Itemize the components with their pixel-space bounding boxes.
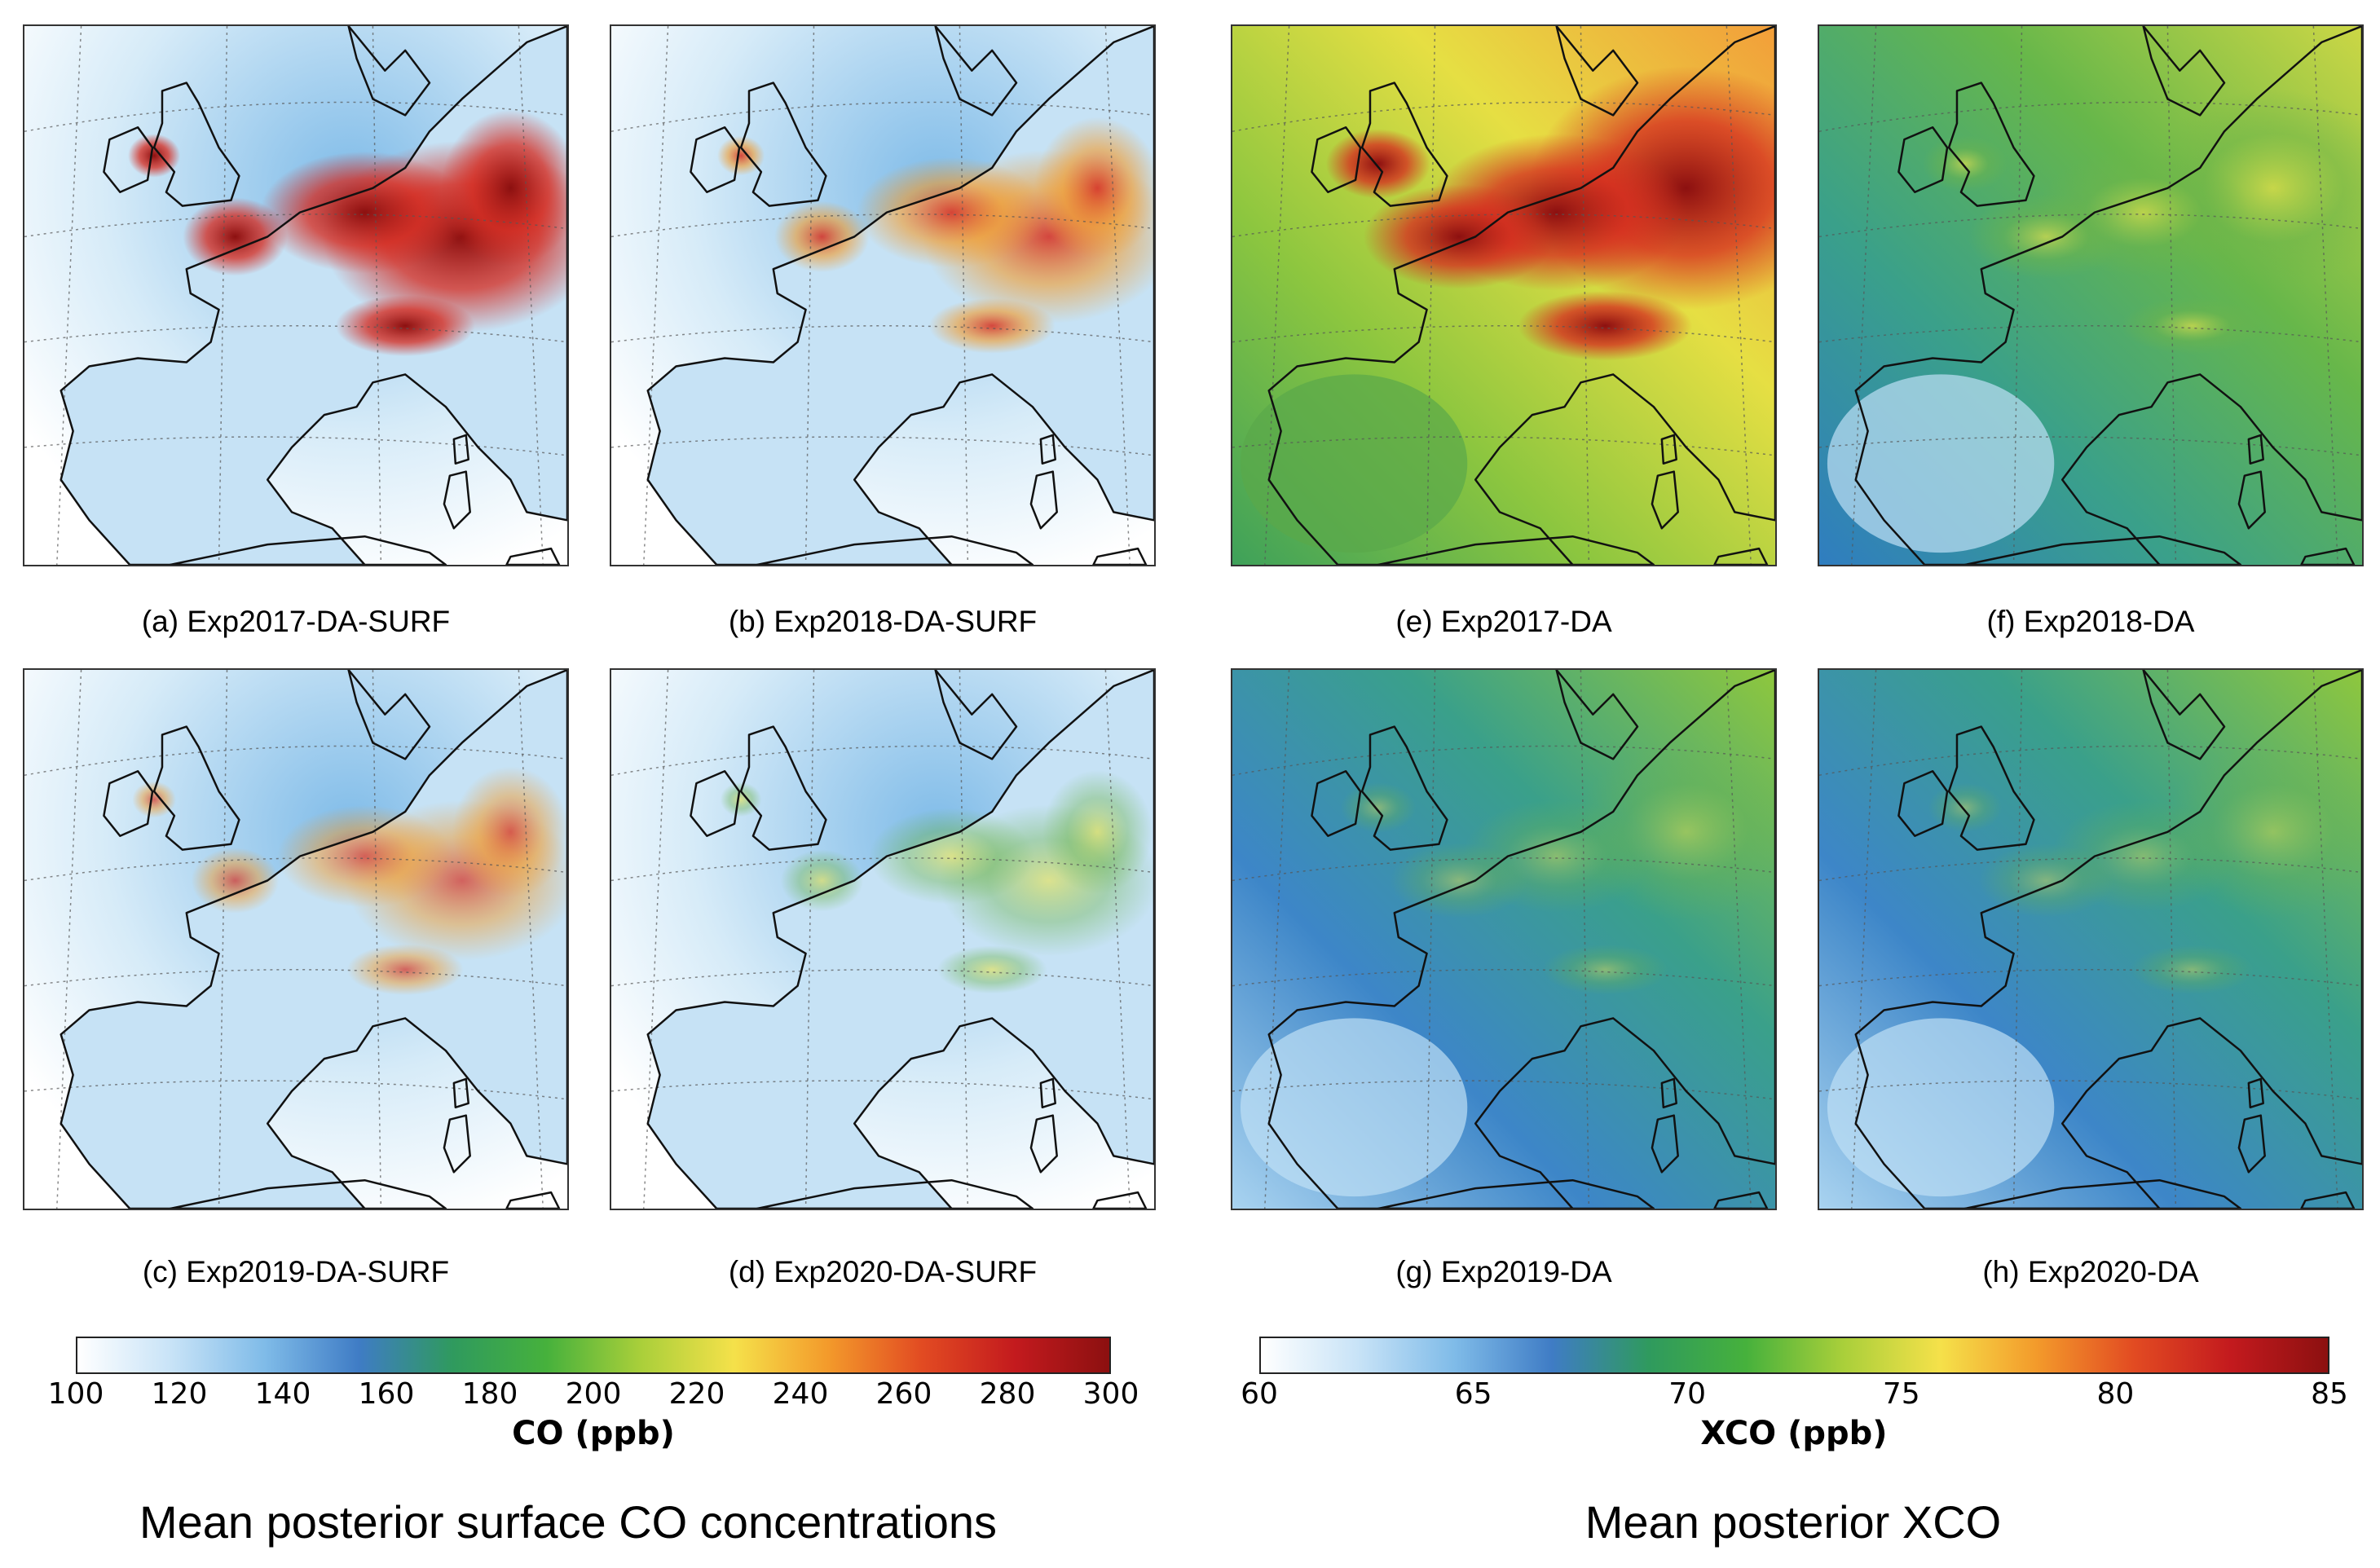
colorbar-xco-tick-label: 75 bbox=[1882, 1377, 1920, 1411]
caption-b: (b) Exp2018-DA-SURF bbox=[728, 605, 1038, 638]
colorbar-surf-tick-label: 140 bbox=[254, 1377, 311, 1411]
map-panel-e bbox=[1231, 24, 1777, 566]
map-d bbox=[611, 670, 1154, 1209]
map-panel-h bbox=[1818, 668, 2364, 1210]
colorbar-xco-tick-label: 65 bbox=[1454, 1377, 1492, 1411]
map-panel-a bbox=[23, 24, 569, 566]
caption-g: (g) Exp2019-DA bbox=[1395, 1255, 1612, 1288]
map-panel-d bbox=[610, 668, 1156, 1210]
map-panel-g bbox=[1231, 668, 1777, 1210]
colorbar-surface-co-title: CO (ppb) bbox=[512, 1415, 675, 1452]
colorbar-surf-tick-label: 120 bbox=[151, 1377, 208, 1411]
caption-a: (a) Exp2017-DA-SURF bbox=[141, 605, 451, 638]
section-title-left: Mean posterior surface CO concentrations bbox=[139, 1496, 998, 1548]
map-h bbox=[1819, 670, 2362, 1209]
colorbar-xco bbox=[1259, 1337, 2329, 1374]
map-panel-f bbox=[1818, 24, 2364, 566]
colorbar-xco-tick-label: 60 bbox=[1241, 1377, 1278, 1411]
caption-f: (f) Exp2018-DA bbox=[1986, 605, 2195, 638]
map-panel-b bbox=[610, 24, 1156, 566]
caption-e: (e) Exp2017-DA bbox=[1395, 605, 1612, 638]
map-panel-c bbox=[23, 668, 569, 1210]
colorbar-surface-co bbox=[76, 1337, 1111, 1374]
colorbar-surf-tick-label: 220 bbox=[668, 1377, 725, 1411]
map-c bbox=[24, 670, 567, 1209]
colorbar-surf-tick-label: 200 bbox=[565, 1377, 622, 1411]
caption-d: (d) Exp2020-DA-SURF bbox=[728, 1255, 1038, 1288]
colorbar-surf-tick-label: 100 bbox=[47, 1377, 104, 1411]
map-b bbox=[611, 26, 1154, 565]
section-title-right: Mean posterior XCO bbox=[1584, 1496, 2002, 1548]
colorbar-surf-tick-label: 160 bbox=[358, 1377, 415, 1411]
colorbar-xco-title: XCO (ppb) bbox=[1700, 1415, 1888, 1452]
map-e bbox=[1232, 26, 1775, 565]
map-f bbox=[1819, 26, 2362, 565]
caption-h: (h) Exp2020-DA bbox=[1982, 1255, 2199, 1288]
colorbar-xco-tick-label: 85 bbox=[2311, 1377, 2348, 1411]
colorbar-surf-tick-label: 280 bbox=[979, 1377, 1036, 1411]
map-a bbox=[24, 26, 567, 565]
colorbar-surf-tick-label: 240 bbox=[772, 1377, 829, 1411]
colorbar-surf-tick-label: 300 bbox=[1082, 1377, 1139, 1411]
colorbar-surf-tick-label: 260 bbox=[875, 1377, 932, 1411]
colorbar-xco-tick-label: 70 bbox=[1668, 1377, 1707, 1411]
colorbar-xco-tick-label: 80 bbox=[2096, 1377, 2135, 1411]
colorbar-surf-tick-label: 180 bbox=[461, 1377, 518, 1411]
map-g bbox=[1232, 670, 1775, 1209]
caption-c: (c) Exp2019-DA-SURF bbox=[142, 1255, 450, 1288]
